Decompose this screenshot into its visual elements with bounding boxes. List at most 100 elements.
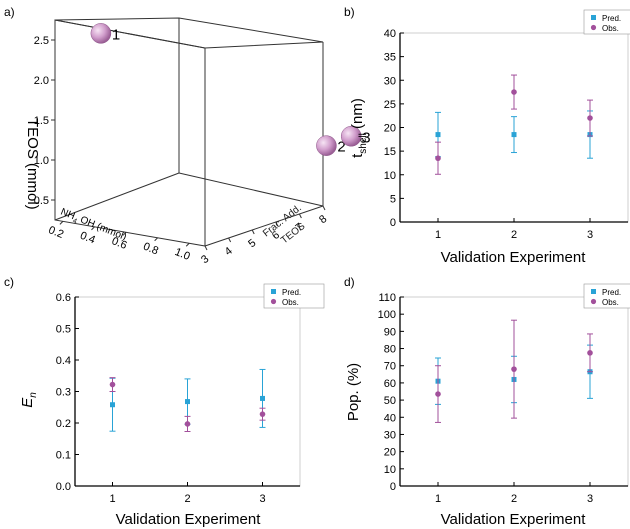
- legend: Pred.Obs.: [583, 9, 630, 35]
- x-tick-label: 1: [435, 229, 441, 241]
- pred-point: [185, 399, 190, 405]
- nh4oh-tick-label: 0.2: [47, 224, 66, 241]
- legend-obs-marker: [590, 298, 597, 305]
- legend-label: Obs.: [602, 24, 619, 33]
- d-plot-area: 0 10 20 30 40 50 60 70 80 90 100 110 1 2 3 Pred.Obs.: [378, 283, 630, 505]
- legend-label: Obs.: [282, 298, 299, 307]
- legend-label: Obs.: [602, 298, 619, 307]
- frac-tick-mark: [322, 205, 326, 211]
- c-plot-area: 0.0 0.1 0.2 0.3 0.4 0.5 0.6 1 2 3 Pred.Obs.: [56, 283, 325, 505]
- pred-point: [260, 395, 265, 401]
- x-tick-label: 3: [259, 493, 265, 505]
- b-plot-area: 0 5 10 15 20 25 30 35 40 1 2 3 Pred.Obs.: [384, 9, 630, 241]
- teos-axis-title: TEOS (mmol): [24, 118, 41, 210]
- x-tick-label: 2: [511, 229, 517, 241]
- nh4oh-tick-mark: [122, 231, 127, 236]
- sphere-point: [316, 135, 337, 156]
- panel-d-population: d) Pop. (%) 0 10 20 30 40 50 60 70 80 90 100 110 1 2 3…: [344, 275, 630, 528]
- y-tick-label: 0.3: [56, 387, 71, 399]
- obs-point: [435, 391, 441, 397]
- teos-tick-label: 1.0: [34, 155, 49, 167]
- b-x-axis-title: Validation Experiment: [441, 249, 587, 266]
- legend-label: Pred.: [602, 288, 621, 297]
- y-tick-label: 0.1: [56, 450, 71, 462]
- y-tick-label: 70: [384, 361, 396, 373]
- frac-tick-label: 8: [317, 213, 329, 226]
- legend-pred-marker: [591, 15, 596, 20]
- y-tick-label: 30: [384, 429, 396, 441]
- frac-tick-mark: [251, 229, 255, 235]
- panel-a-3d-scatter: a) 0.51.01.52.02.50.2 0.4 0.6 0.8 1.0 345678 …: [4, 5, 371, 266]
- y-tick-label: 10: [384, 170, 396, 182]
- nh4oh-tick-label: 1.0: [173, 246, 192, 263]
- y-tick-label: 0.2: [56, 418, 71, 430]
- y-tick-label: 60: [384, 378, 396, 390]
- legend-label: Pred.: [602, 14, 621, 23]
- nh4oh-tick-mark: [185, 242, 190, 247]
- sphere-point: [90, 23, 112, 44]
- legend: Pred.Obs.: [263, 283, 325, 309]
- frac-tick-label: 3: [199, 253, 211, 266]
- legend-pred-marker: [591, 289, 596, 294]
- frac-tick-mark: [298, 213, 302, 219]
- obs-point: [511, 89, 517, 95]
- d-y-axis-title: Pop. (%): [345, 363, 362, 421]
- y-tick-label: 5: [390, 193, 396, 205]
- obs-point: [259, 411, 266, 417]
- panel-b-label: b): [344, 5, 355, 19]
- sphere-point: [340, 126, 362, 147]
- panel-a-label: a): [4, 5, 15, 19]
- pred-point: [110, 402, 115, 408]
- y-tick-label: 110: [378, 292, 396, 304]
- y-tick-label: 0.0: [56, 481, 71, 493]
- box-frame: [54, 17, 324, 247]
- x-tick-label: 2: [511, 493, 517, 505]
- frac-tick-mark: [228, 237, 232, 243]
- x-tick-label: 2: [184, 493, 190, 505]
- sphere-point-label: 1: [112, 26, 120, 43]
- nh4oh-tick-mark: [59, 221, 64, 225]
- nh4oh-tick-label: 0.6: [110, 235, 129, 252]
- y-tick-label: 25: [384, 99, 396, 111]
- obs-point: [587, 350, 593, 356]
- legend-obs-marker: [270, 298, 277, 305]
- c-y-axis-title: En: [19, 392, 39, 408]
- legend-box: [583, 283, 630, 309]
- y-tick-label: 100: [378, 309, 396, 321]
- teos-tick-label: 2.0: [34, 75, 49, 87]
- x-tick-label: 1: [435, 493, 441, 505]
- legend-pred-marker: [271, 289, 276, 294]
- x-tick-label: 1: [109, 493, 115, 505]
- frac-tick-label: 5: [246, 237, 258, 250]
- y-tick-label: 0: [390, 481, 396, 493]
- y-tick-label: 35: [384, 52, 396, 64]
- legend-label: Pred.: [282, 288, 301, 297]
- legend: Pred.Obs.: [583, 283, 630, 309]
- c-x-axis-title: Validation Experiment: [116, 511, 262, 528]
- y-tick-label: 50: [384, 395, 396, 407]
- obs-point: [435, 155, 441, 162]
- y-tick-label: 20: [384, 447, 396, 459]
- point-spheres: 1 23: [90, 23, 371, 156]
- y-tick-label: 90: [384, 326, 396, 338]
- y-tick-label: 40: [384, 412, 396, 424]
- y-tick-label: 15: [384, 146, 396, 158]
- nh4oh-tick-mark: [91, 226, 95, 231]
- panel-d-label: d): [344, 275, 355, 289]
- frac-tick-mark: [204, 245, 208, 251]
- d-x-axis-title: Validation Experiment: [441, 511, 587, 528]
- pred-point: [511, 132, 517, 138]
- frac-tick-mark: [275, 221, 279, 227]
- y-tick-label: 0.5: [56, 324, 71, 336]
- y-tick-label: 0: [390, 217, 396, 229]
- obs-point: [511, 366, 517, 372]
- y-tick-label: 0.4: [56, 355, 71, 367]
- sphere-point-label: 2: [337, 139, 345, 156]
- teos-tick-label: 2.5: [34, 35, 49, 47]
- panel-c-label: c): [4, 275, 14, 289]
- obs-point: [184, 421, 191, 427]
- x-tick-label: 3: [587, 229, 593, 241]
- pred-point: [435, 132, 441, 138]
- teos-tick-label: 1.5: [34, 115, 49, 127]
